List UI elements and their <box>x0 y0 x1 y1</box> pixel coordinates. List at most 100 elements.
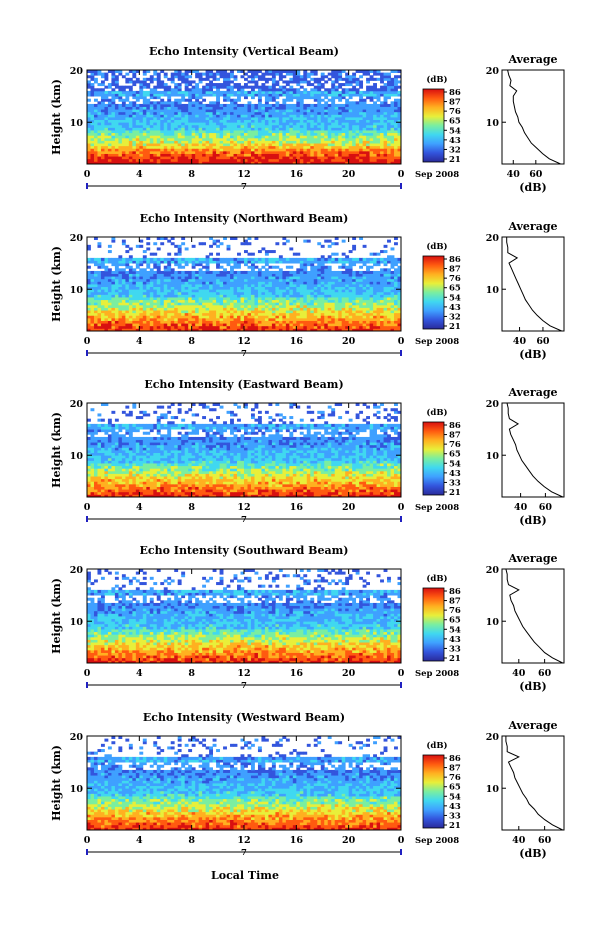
heatmap-cell <box>121 273 126 277</box>
heatmap-cell <box>226 294 231 298</box>
heatmap-cell <box>376 72 381 76</box>
heatmap-cell <box>240 70 245 74</box>
heatmap-cell <box>125 143 130 147</box>
heatmap-cell <box>254 72 259 76</box>
heatmap-cell <box>132 328 137 332</box>
heatmap-cell <box>362 289 367 293</box>
heatmap-cell <box>104 286 109 290</box>
heatmap-cell <box>160 276 165 280</box>
heatmap-cell <box>317 88 322 92</box>
heatmap-cell <box>373 72 377 76</box>
heatmap-cell <box>139 103 144 107</box>
heatmap-cell <box>306 270 311 274</box>
heatmap-cell <box>230 101 234 105</box>
heatmap-cell <box>87 161 91 165</box>
heatmap-cell <box>247 122 252 126</box>
heatmap-cell <box>233 150 238 154</box>
heatmap-cell <box>132 325 137 329</box>
heatmap-cell <box>282 150 287 154</box>
heatmap-cell <box>188 135 193 139</box>
heatmap-cell <box>160 143 165 147</box>
heatmap-cell <box>383 127 388 131</box>
heatmap-cell <box>219 127 224 131</box>
heatmap-cell <box>181 90 186 94</box>
heatmap-cell <box>170 320 175 324</box>
heatmap-cell <box>285 72 290 76</box>
heatmap-cell <box>107 156 112 160</box>
heatmap-cell <box>128 161 133 165</box>
heatmap-cell <box>380 297 384 301</box>
heatmap-cell <box>167 291 172 295</box>
heatmap-cell <box>167 158 172 162</box>
heatmap-cell <box>289 72 294 76</box>
heatmap-cell <box>244 135 248 139</box>
heatmap-cell <box>149 114 154 118</box>
heatmap-cell <box>128 297 133 301</box>
heatmap-cell <box>359 119 364 123</box>
heatmap-cell <box>310 158 315 162</box>
heatmap-cell <box>93 310 98 314</box>
heatmap-cell <box>376 103 381 107</box>
heatmap-cell <box>160 135 165 139</box>
heatmap-cell <box>310 83 315 87</box>
heatmap-cell <box>149 304 154 308</box>
heatmap-cell <box>209 143 213 147</box>
heatmap-cell <box>93 122 98 126</box>
heatmap-cell <box>264 281 269 285</box>
heatmap-cell <box>338 109 343 113</box>
heatmap-cell <box>237 307 241 311</box>
heatmap-cell <box>205 90 210 94</box>
heatmap-cell <box>380 132 384 136</box>
heatmap-cell <box>233 323 238 327</box>
heatmap-cell <box>195 284 200 288</box>
heatmap-cell <box>303 122 308 126</box>
heatmap-cell <box>247 70 252 74</box>
heatmap-cell <box>132 143 137 147</box>
heatmap-cell <box>237 270 241 274</box>
heatmap-cell <box>313 273 318 277</box>
heatmap-cell <box>104 85 109 89</box>
heatmap-cell <box>188 83 193 87</box>
heatmap-cell <box>177 132 182 136</box>
heatmap-cell <box>292 297 297 301</box>
heatmap-cell <box>250 114 255 118</box>
heatmap-cell <box>191 276 196 280</box>
y-tick-label: 10 <box>70 118 84 129</box>
heatmap-cell <box>247 276 252 280</box>
heatmap-cell <box>153 72 158 76</box>
heatmap-cell <box>366 88 370 92</box>
heatmap-cell <box>205 276 210 280</box>
heatmap-cell <box>191 323 196 327</box>
heatmap-cell <box>247 281 252 285</box>
heatmap-cell <box>146 291 151 295</box>
heatmap-cell <box>380 150 384 154</box>
heatmap-cell <box>366 286 370 290</box>
heatmap-cell <box>191 132 196 136</box>
heatmap-cell <box>135 153 140 157</box>
heatmap-cell <box>97 135 102 139</box>
heatmap-cell <box>352 328 357 332</box>
heatmap-cell <box>289 323 294 327</box>
heatmap-cell <box>226 80 231 84</box>
heatmap-cell <box>334 304 339 308</box>
heatmap-cell <box>387 307 391 311</box>
heatmap-cell <box>237 310 241 314</box>
heatmap-cell <box>334 307 339 311</box>
heatmap-cell <box>324 273 329 277</box>
heatmap-cell <box>250 317 255 321</box>
heatmap-cell <box>219 307 224 311</box>
heatmap-cell <box>156 96 161 100</box>
heatmap-cell <box>355 281 360 285</box>
heatmap-cell <box>282 140 287 144</box>
heatmap-cell <box>111 315 116 319</box>
heatmap-cell <box>128 276 133 280</box>
heatmap-cell <box>310 273 315 277</box>
heatmap-cell <box>107 145 112 149</box>
heatmap-cell <box>100 114 105 118</box>
heatmap-cell <box>250 96 255 100</box>
heatmap-cell <box>219 145 224 149</box>
heatmap-cell <box>118 312 123 316</box>
heatmap-cell <box>240 281 245 285</box>
heatmap-cell <box>212 289 217 293</box>
heatmap-cell <box>188 98 193 102</box>
